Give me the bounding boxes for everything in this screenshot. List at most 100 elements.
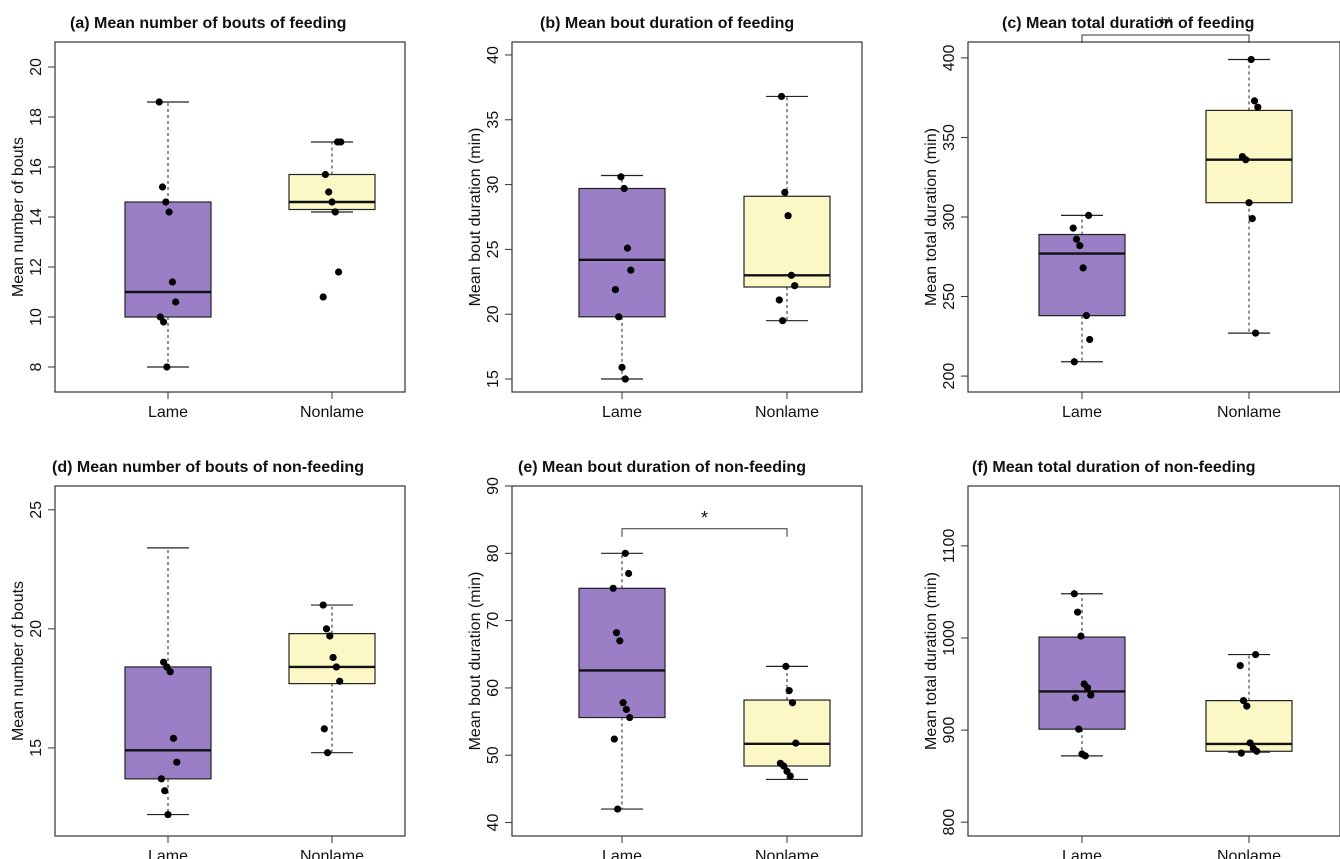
data-point bbox=[1254, 103, 1262, 111]
y-tick-label: 200 bbox=[941, 363, 958, 390]
data-point bbox=[779, 317, 787, 325]
x-tick-label-nonlame: Nonlame bbox=[300, 404, 364, 421]
x-tick-label-lame: Lame bbox=[602, 404, 642, 421]
y-tick-label: 15 bbox=[485, 370, 502, 388]
y-axis-title: Mean number of bouts bbox=[10, 581, 27, 741]
significance-bracket bbox=[621, 528, 788, 537]
panel-title-bold: feeding bbox=[737, 15, 794, 32]
box-nonlame bbox=[288, 138, 376, 301]
y-axis-title: Mean number of bouts bbox=[10, 137, 27, 297]
significance-bracket bbox=[1081, 34, 1250, 43]
data-point bbox=[336, 677, 344, 685]
x-tick-label-nonlame: Nonlame bbox=[300, 848, 364, 859]
data-point bbox=[325, 188, 333, 196]
panel-b: (b) Mean bout duration of feeding 15 20 25 3… bbox=[467, 15, 863, 421]
y-tick-label: 90 bbox=[485, 477, 502, 495]
box-lame bbox=[1038, 590, 1126, 760]
panel-title: (b) Mean bout duration of feeding bbox=[540, 15, 794, 32]
data-point bbox=[1079, 264, 1087, 272]
data-point bbox=[162, 198, 170, 206]
data-point bbox=[1070, 358, 1078, 366]
x-tick-label-lame: Lame bbox=[148, 848, 188, 859]
y-tick-label: 18 bbox=[28, 108, 45, 126]
y-tick-label: 20 bbox=[28, 620, 45, 638]
data-point bbox=[337, 138, 345, 146]
data-point bbox=[1246, 739, 1254, 747]
y-tick-label: 40 bbox=[485, 814, 502, 832]
data-point bbox=[780, 762, 788, 770]
data-point bbox=[619, 699, 627, 707]
y-tick-label: 900 bbox=[941, 717, 958, 744]
data-point bbox=[1242, 156, 1250, 164]
data-point bbox=[609, 584, 617, 592]
significance-label: ** bbox=[1158, 14, 1172, 34]
data-point bbox=[324, 749, 332, 757]
panel-title-bold: non-feeding bbox=[714, 459, 806, 476]
panel-title: (e) Mean bout duration of non-feeding bbox=[518, 459, 806, 476]
x-tick-label-nonlame: Nonlame bbox=[1217, 848, 1281, 859]
data-point bbox=[166, 668, 174, 676]
data-point bbox=[1250, 97, 1259, 105]
plot-frame bbox=[511, 485, 863, 837]
panel-title-prefix: (c) Mean total duration of bbox=[1002, 15, 1198, 32]
data-point bbox=[1253, 747, 1261, 755]
data-point bbox=[158, 183, 167, 191]
y-tick-label: 80 bbox=[485, 544, 502, 562]
data-point bbox=[1248, 214, 1256, 223]
data-point bbox=[1086, 335, 1094, 344]
data-point bbox=[1074, 608, 1082, 616]
plot-frame bbox=[967, 485, 1340, 837]
box-lame bbox=[578, 173, 666, 383]
data-point bbox=[161, 787, 169, 795]
data-point bbox=[618, 363, 626, 371]
y-axis-title: Mean total duration (min) bbox=[923, 572, 940, 750]
iqr-box bbox=[743, 195, 831, 288]
data-point bbox=[784, 212, 792, 220]
data-point bbox=[612, 629, 621, 637]
y-tick-label: 25 bbox=[28, 501, 45, 519]
box-nonlame bbox=[288, 601, 376, 757]
plot-frame bbox=[967, 41, 1340, 393]
y-tick-label: 20 bbox=[28, 58, 45, 76]
data-point bbox=[781, 188, 789, 196]
panel-title: (f) Mean total duration of non-feeding bbox=[972, 459, 1256, 476]
box-nonlame bbox=[1205, 650, 1293, 757]
data-point bbox=[1252, 329, 1260, 337]
data-point bbox=[321, 170, 329, 179]
data-point bbox=[1083, 684, 1092, 692]
panel-title: (a) Mean number of bouts of feeding bbox=[70, 15, 346, 32]
y-tick-label: 1100 bbox=[941, 529, 958, 564]
significance-label: * bbox=[701, 508, 708, 528]
iqr-box bbox=[124, 666, 212, 780]
y-tick-label: 14 bbox=[28, 208, 45, 226]
panel-title-prefix: (b) Mean bout duration of bbox=[540, 15, 737, 32]
data-point bbox=[319, 601, 327, 609]
y-tick-label: 800 bbox=[941, 809, 958, 836]
data-point bbox=[1239, 697, 1248, 705]
panel-e: (e) Mean bout duration of non-feeding 40 5… bbox=[467, 459, 863, 859]
panel-title-bold: non-feeding bbox=[1164, 459, 1256, 476]
data-point bbox=[1247, 55, 1255, 64]
y-tick-label: 40 bbox=[485, 46, 502, 64]
x-tick-label-nonlame: Nonlame bbox=[755, 848, 819, 859]
data-point bbox=[620, 184, 628, 193]
data-point bbox=[1087, 691, 1095, 699]
y-tick-label: 60 bbox=[485, 679, 502, 697]
y-axis-title: Mean total duration (min) bbox=[923, 128, 940, 306]
y-tick-label: 300 bbox=[941, 204, 958, 231]
panel-title-prefix: (f) Mean total duration of bbox=[972, 459, 1164, 476]
y-tick-label: 16 bbox=[28, 158, 45, 176]
data-point bbox=[332, 663, 340, 671]
y-tick-label: 12 bbox=[28, 258, 45, 276]
x-tick-label-lame: Lame bbox=[602, 848, 642, 859]
data-point bbox=[1081, 752, 1089, 760]
data-point bbox=[163, 363, 171, 371]
iqr-box bbox=[743, 699, 831, 767]
box-nonlame bbox=[743, 92, 831, 325]
data-point bbox=[621, 375, 629, 383]
data-point bbox=[785, 687, 793, 695]
data-point bbox=[792, 739, 800, 747]
plot-frame bbox=[54, 41, 406, 393]
panel-a: (a) Mean number of bouts of feeding 8 10 12… bbox=[10, 15, 406, 421]
